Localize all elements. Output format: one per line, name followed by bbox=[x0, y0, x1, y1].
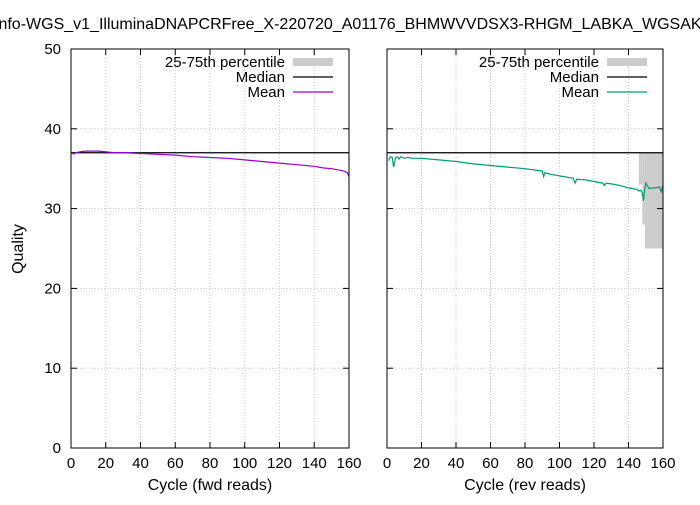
x-tick-label: 20 bbox=[413, 455, 430, 472]
x-tick-label: 0 bbox=[67, 455, 75, 472]
legend-label-median: Median bbox=[550, 69, 599, 86]
legend-label-mean: Mean bbox=[247, 84, 285, 101]
x-tick-label: 40 bbox=[448, 455, 465, 472]
x-tick-label: 80 bbox=[517, 455, 534, 472]
mean-line bbox=[72, 150, 350, 177]
percentile-band bbox=[638, 152, 643, 185]
panel-rev: 0 20 40 60 80 100 120 140 160 Cycle (rev reads) 25… bbox=[383, 48, 676, 494]
legend-swatch-percentile bbox=[293, 58, 333, 66]
x-axis-label: Cycle (rev reads) bbox=[464, 477, 586, 494]
x-tick-label: 100 bbox=[232, 455, 257, 472]
legend-label-mean: Mean bbox=[561, 84, 599, 101]
mean-line bbox=[388, 155, 664, 201]
x-tick-label: 60 bbox=[482, 455, 499, 472]
x-axis-label: Cycle (fwd reads) bbox=[148, 477, 272, 494]
x-tick-label: 40 bbox=[132, 455, 149, 472]
x-tick-label: 100 bbox=[547, 455, 572, 472]
plot-panels: 0 20 40 60 80 100 120 140 160 0 10 20 30 40 50 Cycle (f… bbox=[44, 41, 675, 494]
percentile-band bbox=[642, 152, 645, 225]
panel-fwd: 0 20 40 60 80 100 120 140 160 0 10 20 30 40 50 Cycle (f… bbox=[44, 41, 361, 494]
x-tick-label: 160 bbox=[650, 455, 675, 472]
x-tick-label: 80 bbox=[202, 455, 219, 472]
legend-label-percentile: 25-75th percentile bbox=[479, 54, 599, 71]
legend-swatch-percentile bbox=[607, 58, 647, 66]
x-tick-label: 140 bbox=[616, 455, 641, 472]
x-tick-label: 20 bbox=[97, 455, 114, 472]
legend-label-percentile: 25-75th percentile bbox=[165, 54, 285, 71]
percentile-band bbox=[647, 152, 663, 249]
y-tick-label: 50 bbox=[44, 41, 61, 58]
percentile-band bbox=[644, 152, 648, 249]
legend-label-median: Median bbox=[236, 69, 285, 86]
x-tick-label: 120 bbox=[267, 455, 292, 472]
y-tick-label: 40 bbox=[44, 121, 61, 138]
chart-title: nfo-WGS_v1_IlluminaDNAPCRFree_X-220720_A… bbox=[0, 16, 700, 33]
x-tick-label: 60 bbox=[167, 455, 184, 472]
y-tick-label: 10 bbox=[44, 360, 61, 377]
x-tick-label: 120 bbox=[581, 455, 606, 472]
y-tick-label: 20 bbox=[44, 280, 61, 297]
y-tick-label: 0 bbox=[53, 440, 61, 457]
y-axis-label: Quality bbox=[10, 224, 27, 274]
x-tick-label: 0 bbox=[383, 455, 391, 472]
y-tick-label: 30 bbox=[44, 201, 61, 218]
x-tick-label: 140 bbox=[302, 455, 327, 472]
x-tick-label: 160 bbox=[336, 455, 361, 472]
